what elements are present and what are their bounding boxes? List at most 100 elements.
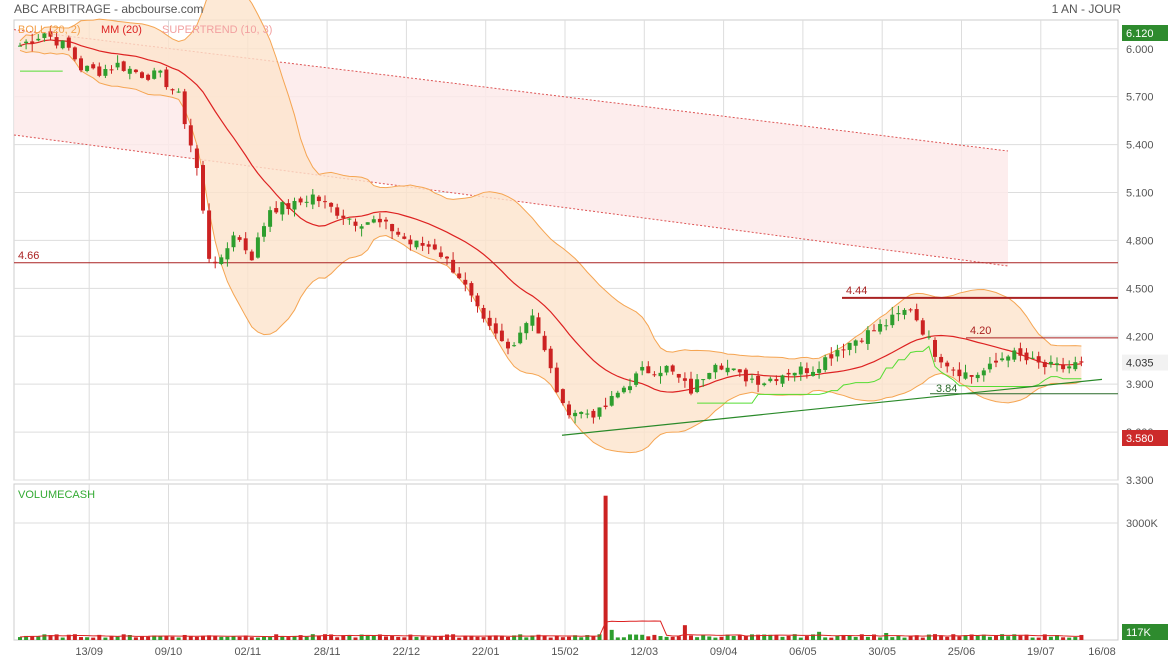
volume-bar (1012, 634, 1017, 640)
date-tick-label: 22/12 (393, 646, 421, 658)
volume-tick-label: 3000K (1126, 518, 1158, 530)
candle-body (811, 371, 815, 376)
candle-body (42, 33, 47, 38)
volume-badge-bg (1122, 624, 1168, 640)
date-tick-label: 09/04 (710, 646, 738, 658)
candle-body (902, 309, 907, 315)
candle-body (445, 256, 449, 259)
volume-bar (640, 634, 645, 640)
volume-bar (878, 637, 883, 640)
candle-body (310, 194, 315, 205)
volume-bar (774, 634, 779, 640)
candle-body (646, 366, 651, 374)
candle-body (1055, 363, 1059, 365)
candle-body (347, 218, 352, 220)
volume-bar (646, 636, 651, 640)
candle-body (30, 41, 35, 44)
volume-bar (902, 637, 907, 640)
candle-body (542, 335, 547, 351)
candle-body (298, 198, 303, 203)
level-label-384: 3.84 (936, 383, 957, 395)
candle-body (963, 372, 968, 379)
volume-bar (573, 635, 578, 640)
candle-body (981, 370, 986, 376)
volume-bar (951, 634, 956, 640)
candle-body (859, 340, 864, 342)
candle-body (1048, 361, 1053, 365)
volume-bar (390, 635, 395, 640)
volume-bar (499, 635, 504, 640)
candle-body (585, 413, 590, 415)
volume-bar (670, 636, 675, 640)
volume-bar (676, 636, 681, 640)
level-label-444: 4.44 (846, 285, 867, 297)
volume-badge: 117K (1126, 627, 1152, 639)
volume-bar (347, 635, 352, 640)
candle-body (658, 372, 663, 377)
volume-bar (249, 637, 254, 640)
volume-bar (542, 635, 547, 640)
volume-bar (567, 636, 571, 640)
candle-body (408, 239, 413, 245)
candle-body (1073, 362, 1078, 370)
boll-legend[interactable]: BOLL (20, 2) (18, 24, 81, 36)
candle-body (689, 378, 693, 394)
volume-bar (353, 637, 358, 640)
horizontal-levels: 4.66 4.44 4.20 3.84 (14, 250, 1118, 436)
candle-body (804, 368, 809, 374)
candle-body (506, 341, 510, 349)
date-tick-label: 30/05 (868, 646, 896, 658)
candle-body (518, 332, 523, 344)
candle-body (72, 47, 77, 60)
volume-bar (42, 634, 47, 640)
volume-bar (634, 634, 639, 640)
candle-body (213, 261, 218, 264)
candle-body (560, 389, 565, 404)
volume-bar (579, 637, 584, 640)
candle-body (249, 251, 254, 261)
volume-bar (225, 636, 230, 640)
volume-bar (152, 635, 157, 640)
volume-bar (140, 636, 144, 640)
candle-body (127, 68, 132, 74)
volume-bars (18, 495, 1084, 640)
volume-legend[interactable]: VOLUMECASH (18, 489, 95, 501)
candle-body (615, 392, 620, 398)
volume-bar (66, 634, 71, 640)
volume-bar (804, 636, 809, 640)
candle-body (176, 91, 181, 93)
supertrend-legend[interactable]: SUPERTREND (10, 3) (162, 24, 272, 36)
last-price-badge: 4.035 (1126, 358, 1154, 370)
candle-body (817, 368, 822, 373)
date-tick-label: 12/03 (631, 646, 659, 658)
candle-body (48, 31, 53, 37)
volume-bar (603, 495, 608, 640)
mm-legend[interactable]: MM (20) (101, 24, 142, 36)
candle-body (1079, 361, 1084, 363)
volume-bar (377, 634, 382, 640)
volume-bar (133, 637, 138, 640)
high-badge: 6.120 (1126, 28, 1154, 40)
candle-body (865, 330, 870, 344)
candle-body (36, 38, 41, 41)
volume-bar (1067, 637, 1072, 640)
volume-bar (54, 634, 59, 640)
volume-bar (908, 636, 913, 640)
candle-body (1042, 362, 1047, 368)
candle-body (987, 363, 992, 370)
candle-body (359, 226, 364, 229)
volume-bar (762, 634, 767, 640)
candle-body (567, 404, 571, 416)
volume-bar (512, 635, 517, 640)
candle-body (890, 314, 895, 326)
candle-body (792, 372, 797, 376)
volume-bar (24, 635, 29, 640)
level-label-466: 4.66 (18, 250, 39, 262)
price-tick-label: 3.300 (1126, 475, 1154, 487)
candle-body (664, 365, 669, 373)
volume-bar (957, 636, 962, 640)
candle-body (323, 201, 327, 203)
candle-body (268, 210, 273, 227)
period-label[interactable]: 1 AN - JOUR (1052, 2, 1122, 16)
